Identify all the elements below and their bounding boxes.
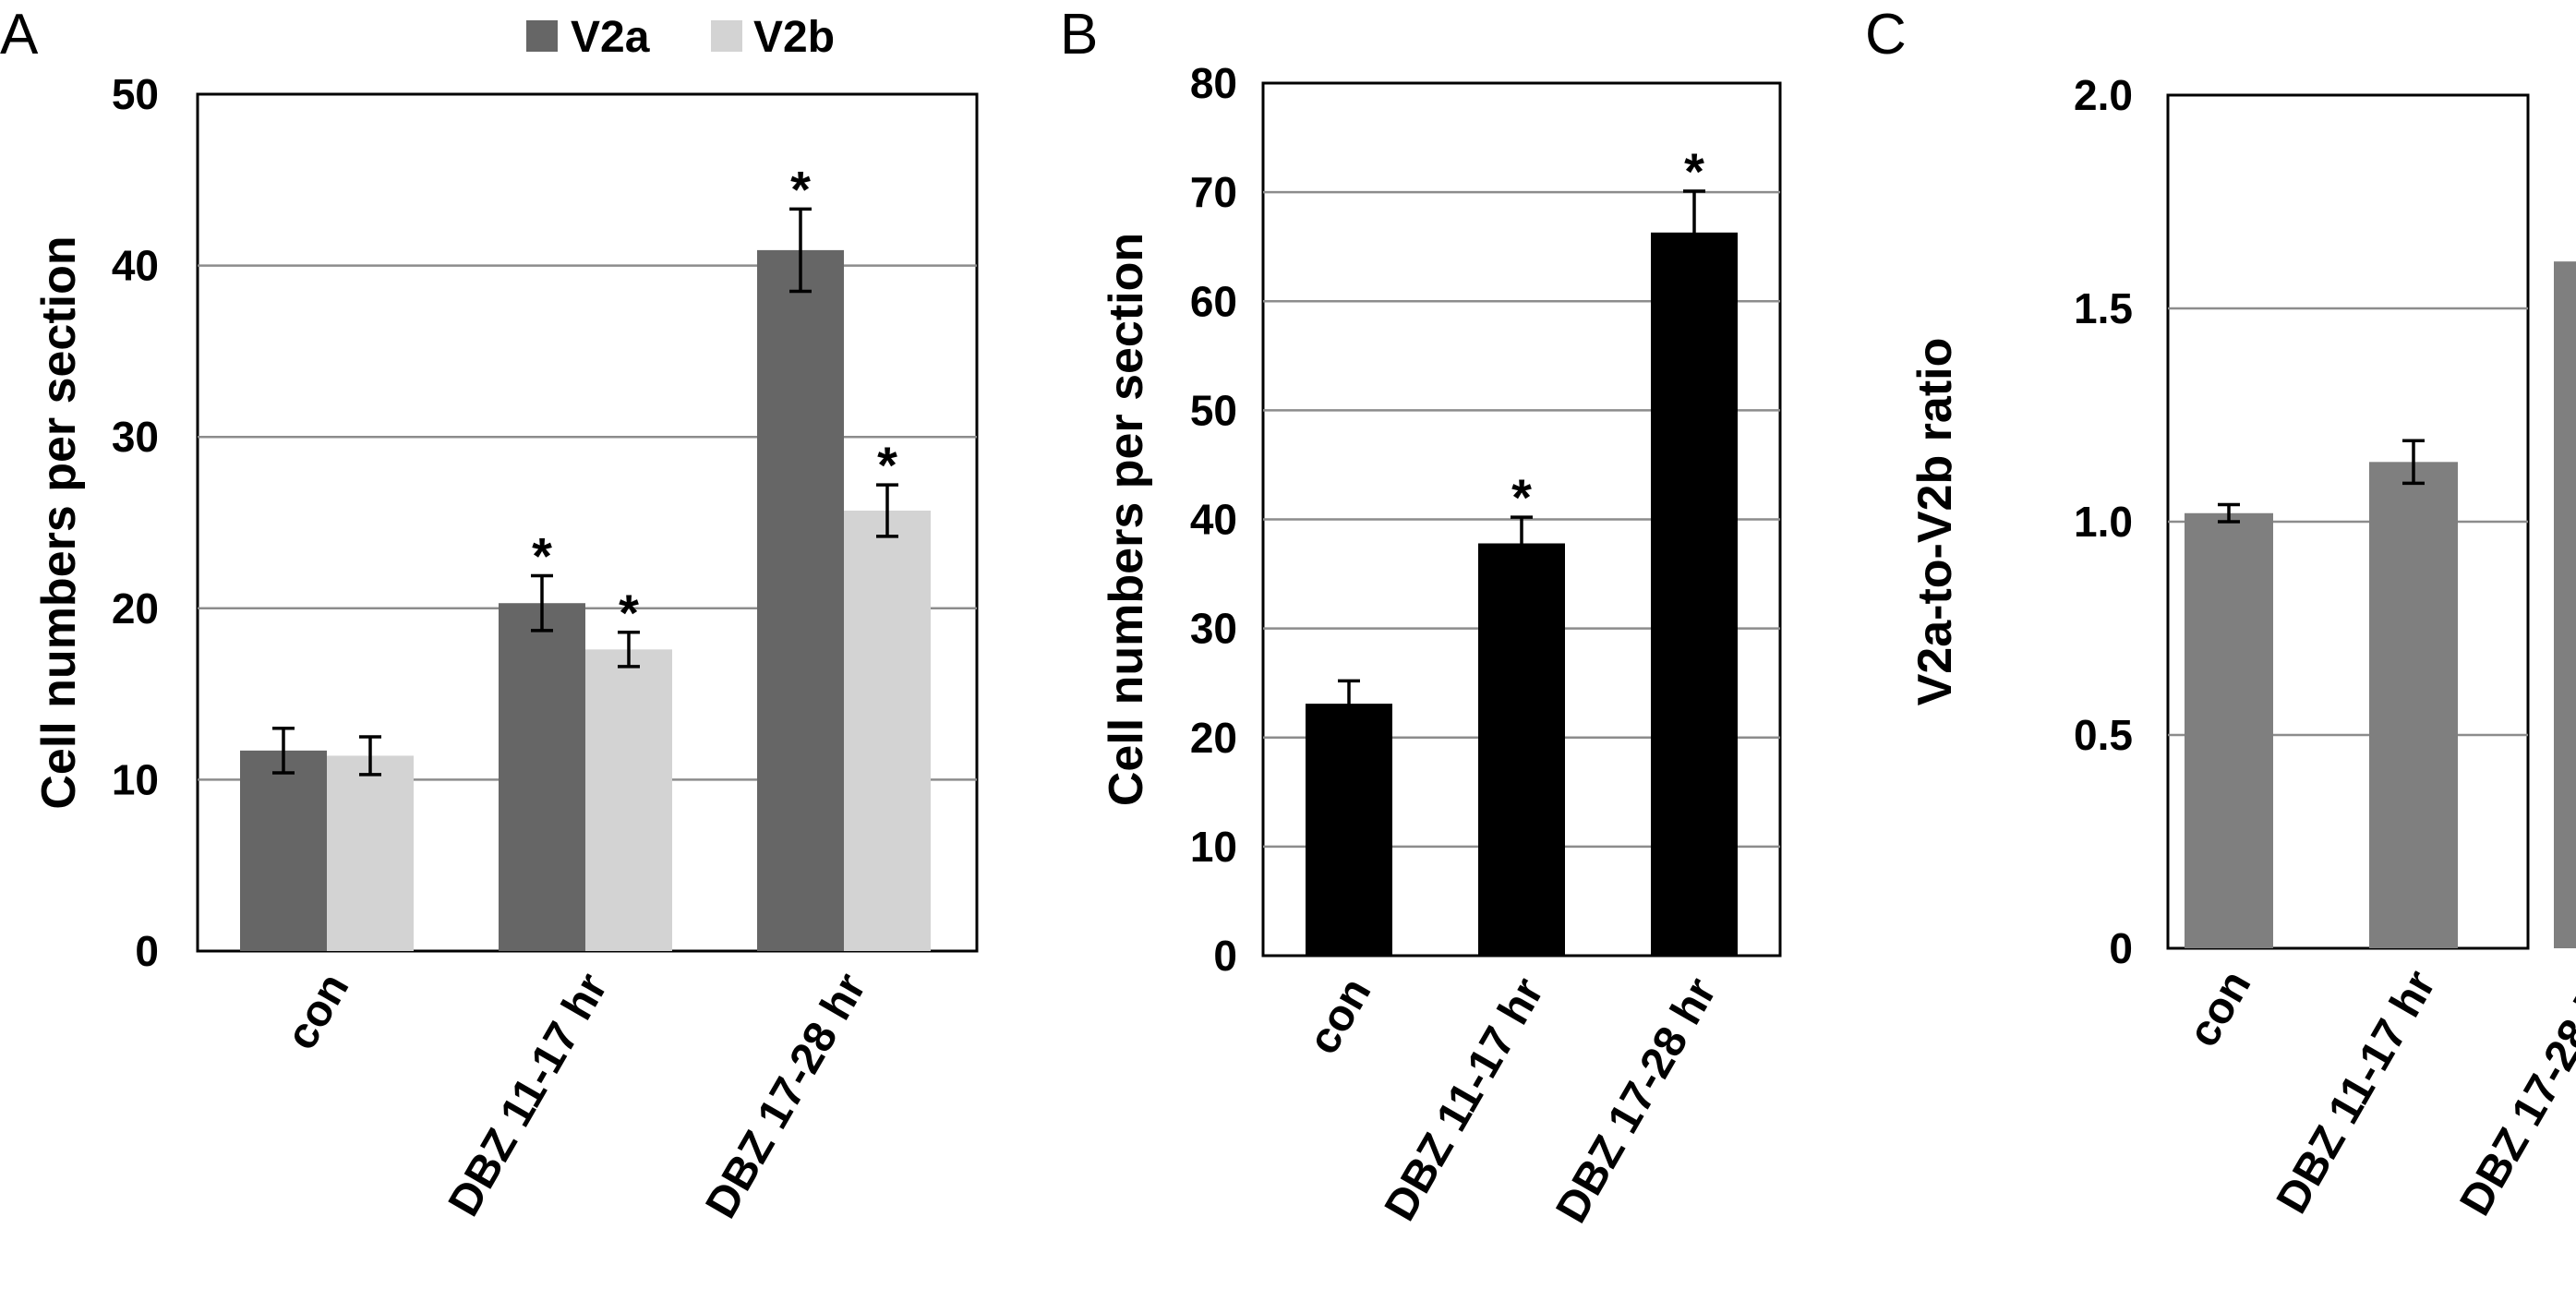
y-tick-label: 70 (1190, 168, 1237, 216)
y-tick-label: 20 (112, 584, 159, 632)
legend: V2a V2b (526, 13, 835, 62)
y-tick-label: 1.0 (2074, 498, 2133, 546)
x-category-label: DBZ 17-28 hr (1547, 970, 1727, 1231)
x-category-label: con (2179, 962, 2261, 1054)
significance-marker: * (619, 584, 639, 642)
y-tick-label: 40 (112, 242, 159, 290)
x-category-label: DBZ 11-17 hr (439, 965, 618, 1224)
significance-marker: * (877, 436, 897, 494)
y-tick-label: 40 (1190, 496, 1237, 544)
significance-marker: * (1684, 142, 1704, 200)
y-tick-label: 1.5 (2074, 284, 2133, 332)
y-axis-title: Cell numbers per section (1100, 233, 1153, 806)
x-category-label: DBZ 11-17 hr (1376, 970, 1554, 1229)
panel-b: B 0 10 20 30 40 50 60 70 80 Cell numbers per secti… (1060, 3, 1782, 1231)
bar (2369, 462, 2458, 948)
y-axis-title: Cell numbers per section (32, 235, 86, 809)
panel-letter: A (0, 3, 39, 66)
bar (499, 603, 585, 951)
bar (2554, 261, 2576, 948)
y-tick-label: 0 (2109, 924, 2133, 972)
bar (327, 755, 414, 951)
bar (585, 649, 672, 951)
legend-label: V2b (753, 13, 835, 62)
y-tick-label: 60 (1190, 277, 1237, 325)
panel-letter: B (1060, 3, 1098, 66)
y-tick-label: 10 (1190, 823, 1237, 871)
x-category-label: con (1299, 970, 1381, 1062)
significance-marker: * (532, 527, 552, 585)
y-tick-label: 0 (1213, 932, 1237, 980)
legend-swatch (526, 20, 558, 52)
y-tick-label: 80 (1190, 59, 1237, 107)
bar (240, 750, 327, 951)
significance-marker: * (1511, 468, 1532, 526)
y-tick-label: 50 (1190, 386, 1237, 434)
panel-c: C 0 0.5 1.0 1.5 2.0 V2a-to-V2b ratio con DBZ 11-… (1865, 3, 2576, 1223)
bar (2185, 512, 2273, 948)
y-tick-label: 30 (112, 413, 159, 461)
y-tick-label: 30 (1190, 605, 1237, 653)
bar (1478, 543, 1565, 956)
x-category-label: DBZ 11-17 hr (2268, 962, 2446, 1222)
x-category-label: con (277, 965, 359, 1057)
bar (757, 249, 844, 951)
y-tick-label: 10 (112, 755, 159, 803)
x-category-label: DBZ 17-28 hr (2451, 962, 2576, 1223)
significance-marker: * (790, 160, 811, 218)
y-tick-label: 20 (1190, 714, 1237, 762)
legend-swatch (711, 20, 742, 52)
panel-a: A 0 10 20 30 40 50 Cell numbers per section con *… (0, 3, 979, 1226)
y-tick-label: 0.5 (2074, 711, 2133, 759)
panel-letter: C (1865, 3, 1907, 66)
x-category-label: DBZ 17-28 hr (697, 965, 876, 1226)
y-axis-title: V2a-to-V2b ratio (1908, 338, 1962, 706)
bar (1651, 232, 1738, 957)
legend-label: V2a (571, 13, 650, 62)
bar (844, 511, 931, 951)
bar (1306, 704, 1392, 956)
y-tick-label: 0 (135, 927, 159, 975)
y-tick-label: 2.0 (2074, 71, 2133, 119)
y-tick-label: 50 (112, 70, 159, 118)
